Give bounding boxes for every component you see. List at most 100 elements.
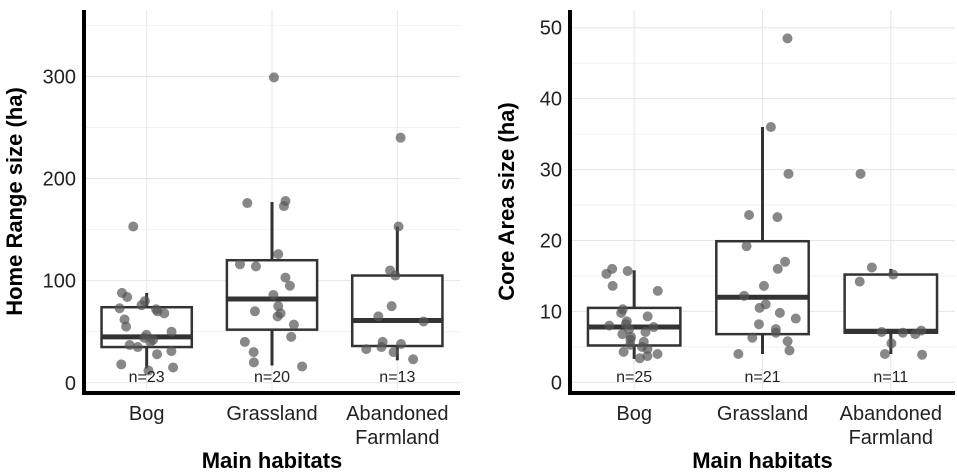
x-tick-label: Farmland xyxy=(355,427,439,449)
data-point xyxy=(782,33,793,44)
sample-size-label: n=25 xyxy=(616,369,652,386)
boxplot-grassland xyxy=(225,72,319,372)
data-point xyxy=(617,329,628,340)
data-point xyxy=(648,322,659,333)
data-point xyxy=(152,349,163,360)
data-point xyxy=(116,359,127,370)
data-point xyxy=(607,280,618,291)
data-point xyxy=(747,332,758,343)
x-tick-label: Bog xyxy=(616,403,652,425)
data-point xyxy=(166,346,177,357)
data-point xyxy=(122,291,133,302)
data-point xyxy=(765,122,776,133)
data-point xyxy=(248,347,259,358)
data-point xyxy=(790,313,801,324)
data-point xyxy=(888,269,899,280)
y-tick-label: 30 xyxy=(540,160,562,182)
data-point xyxy=(273,249,284,260)
data-point xyxy=(390,270,401,281)
data-point xyxy=(408,354,419,365)
data-point xyxy=(733,348,744,359)
y-tick-label: 0 xyxy=(551,372,562,394)
data-point xyxy=(393,221,404,232)
data-point xyxy=(136,300,147,311)
data-point xyxy=(386,301,397,312)
data-point xyxy=(272,311,283,322)
sample-size-label: n=13 xyxy=(379,369,415,386)
sample-size-label: n=20 xyxy=(254,369,290,386)
y-axis-title: Home Range size (ha) xyxy=(2,87,27,316)
data-point xyxy=(132,342,143,353)
data-point xyxy=(783,168,794,179)
data-point xyxy=(376,342,387,353)
data-point xyxy=(618,346,629,357)
x-axis-title: Main habitats xyxy=(202,448,343,470)
data-point xyxy=(145,336,156,347)
sample-size-label: n=21 xyxy=(744,369,780,386)
data-point xyxy=(917,349,928,360)
data-point xyxy=(753,319,764,330)
data-point xyxy=(652,285,663,296)
data-point xyxy=(854,276,865,287)
y-tick-label: 20 xyxy=(540,231,562,253)
data-point xyxy=(268,289,279,300)
data-point xyxy=(396,338,407,349)
data-point xyxy=(622,266,633,277)
data-point xyxy=(772,212,783,223)
data-point xyxy=(249,306,260,317)
data-point xyxy=(876,327,887,338)
y-tick-label: 300 xyxy=(43,66,76,88)
data-point xyxy=(284,280,295,291)
data-point xyxy=(772,263,783,274)
y-tick-label: 200 xyxy=(43,169,76,191)
data-point xyxy=(855,168,866,179)
y-tick-label: 50 xyxy=(540,18,562,40)
boxplot-bog xyxy=(100,221,194,376)
data-point xyxy=(616,307,627,318)
y-tick-label: 10 xyxy=(540,301,562,323)
y-axis-title: Core Area size (ha) xyxy=(494,102,519,300)
y-tick-label: 40 xyxy=(540,89,562,111)
data-point xyxy=(242,198,253,209)
data-point xyxy=(159,308,170,319)
data-point xyxy=(652,348,663,359)
data-point xyxy=(866,262,877,273)
x-tick-label: Bog xyxy=(129,403,165,425)
data-point xyxy=(388,347,399,358)
x-tick-label: Farmland xyxy=(849,427,933,449)
data-point xyxy=(625,339,636,350)
data-point xyxy=(278,201,289,212)
data-point xyxy=(741,241,752,252)
data-point xyxy=(774,307,785,318)
data-point xyxy=(373,311,384,322)
data-point xyxy=(739,290,750,301)
data-point xyxy=(642,311,653,322)
data-point xyxy=(280,272,291,283)
data-point xyxy=(601,268,612,279)
boxplot-grassland xyxy=(715,33,810,359)
data-point xyxy=(770,327,781,338)
data-point xyxy=(128,221,139,232)
data-point xyxy=(121,321,132,332)
data-point xyxy=(782,336,793,347)
x-tick-label: Abandoned xyxy=(840,403,942,425)
data-point xyxy=(361,344,372,355)
data-point xyxy=(250,261,261,272)
data-point xyxy=(114,303,125,314)
sample-size-label: n=23 xyxy=(129,369,165,386)
data-point xyxy=(642,351,653,362)
data-point xyxy=(234,259,245,270)
sample-size-label: n=11 xyxy=(873,369,908,386)
data-point xyxy=(758,280,769,291)
y-tick-label: 0 xyxy=(65,373,76,395)
data-point xyxy=(418,316,429,327)
data-point xyxy=(124,339,135,350)
box-iqr xyxy=(350,274,444,348)
data-point xyxy=(886,338,897,349)
data-point xyxy=(897,327,908,338)
data-point xyxy=(744,209,755,220)
data-point xyxy=(642,344,653,355)
data-point xyxy=(288,319,299,330)
